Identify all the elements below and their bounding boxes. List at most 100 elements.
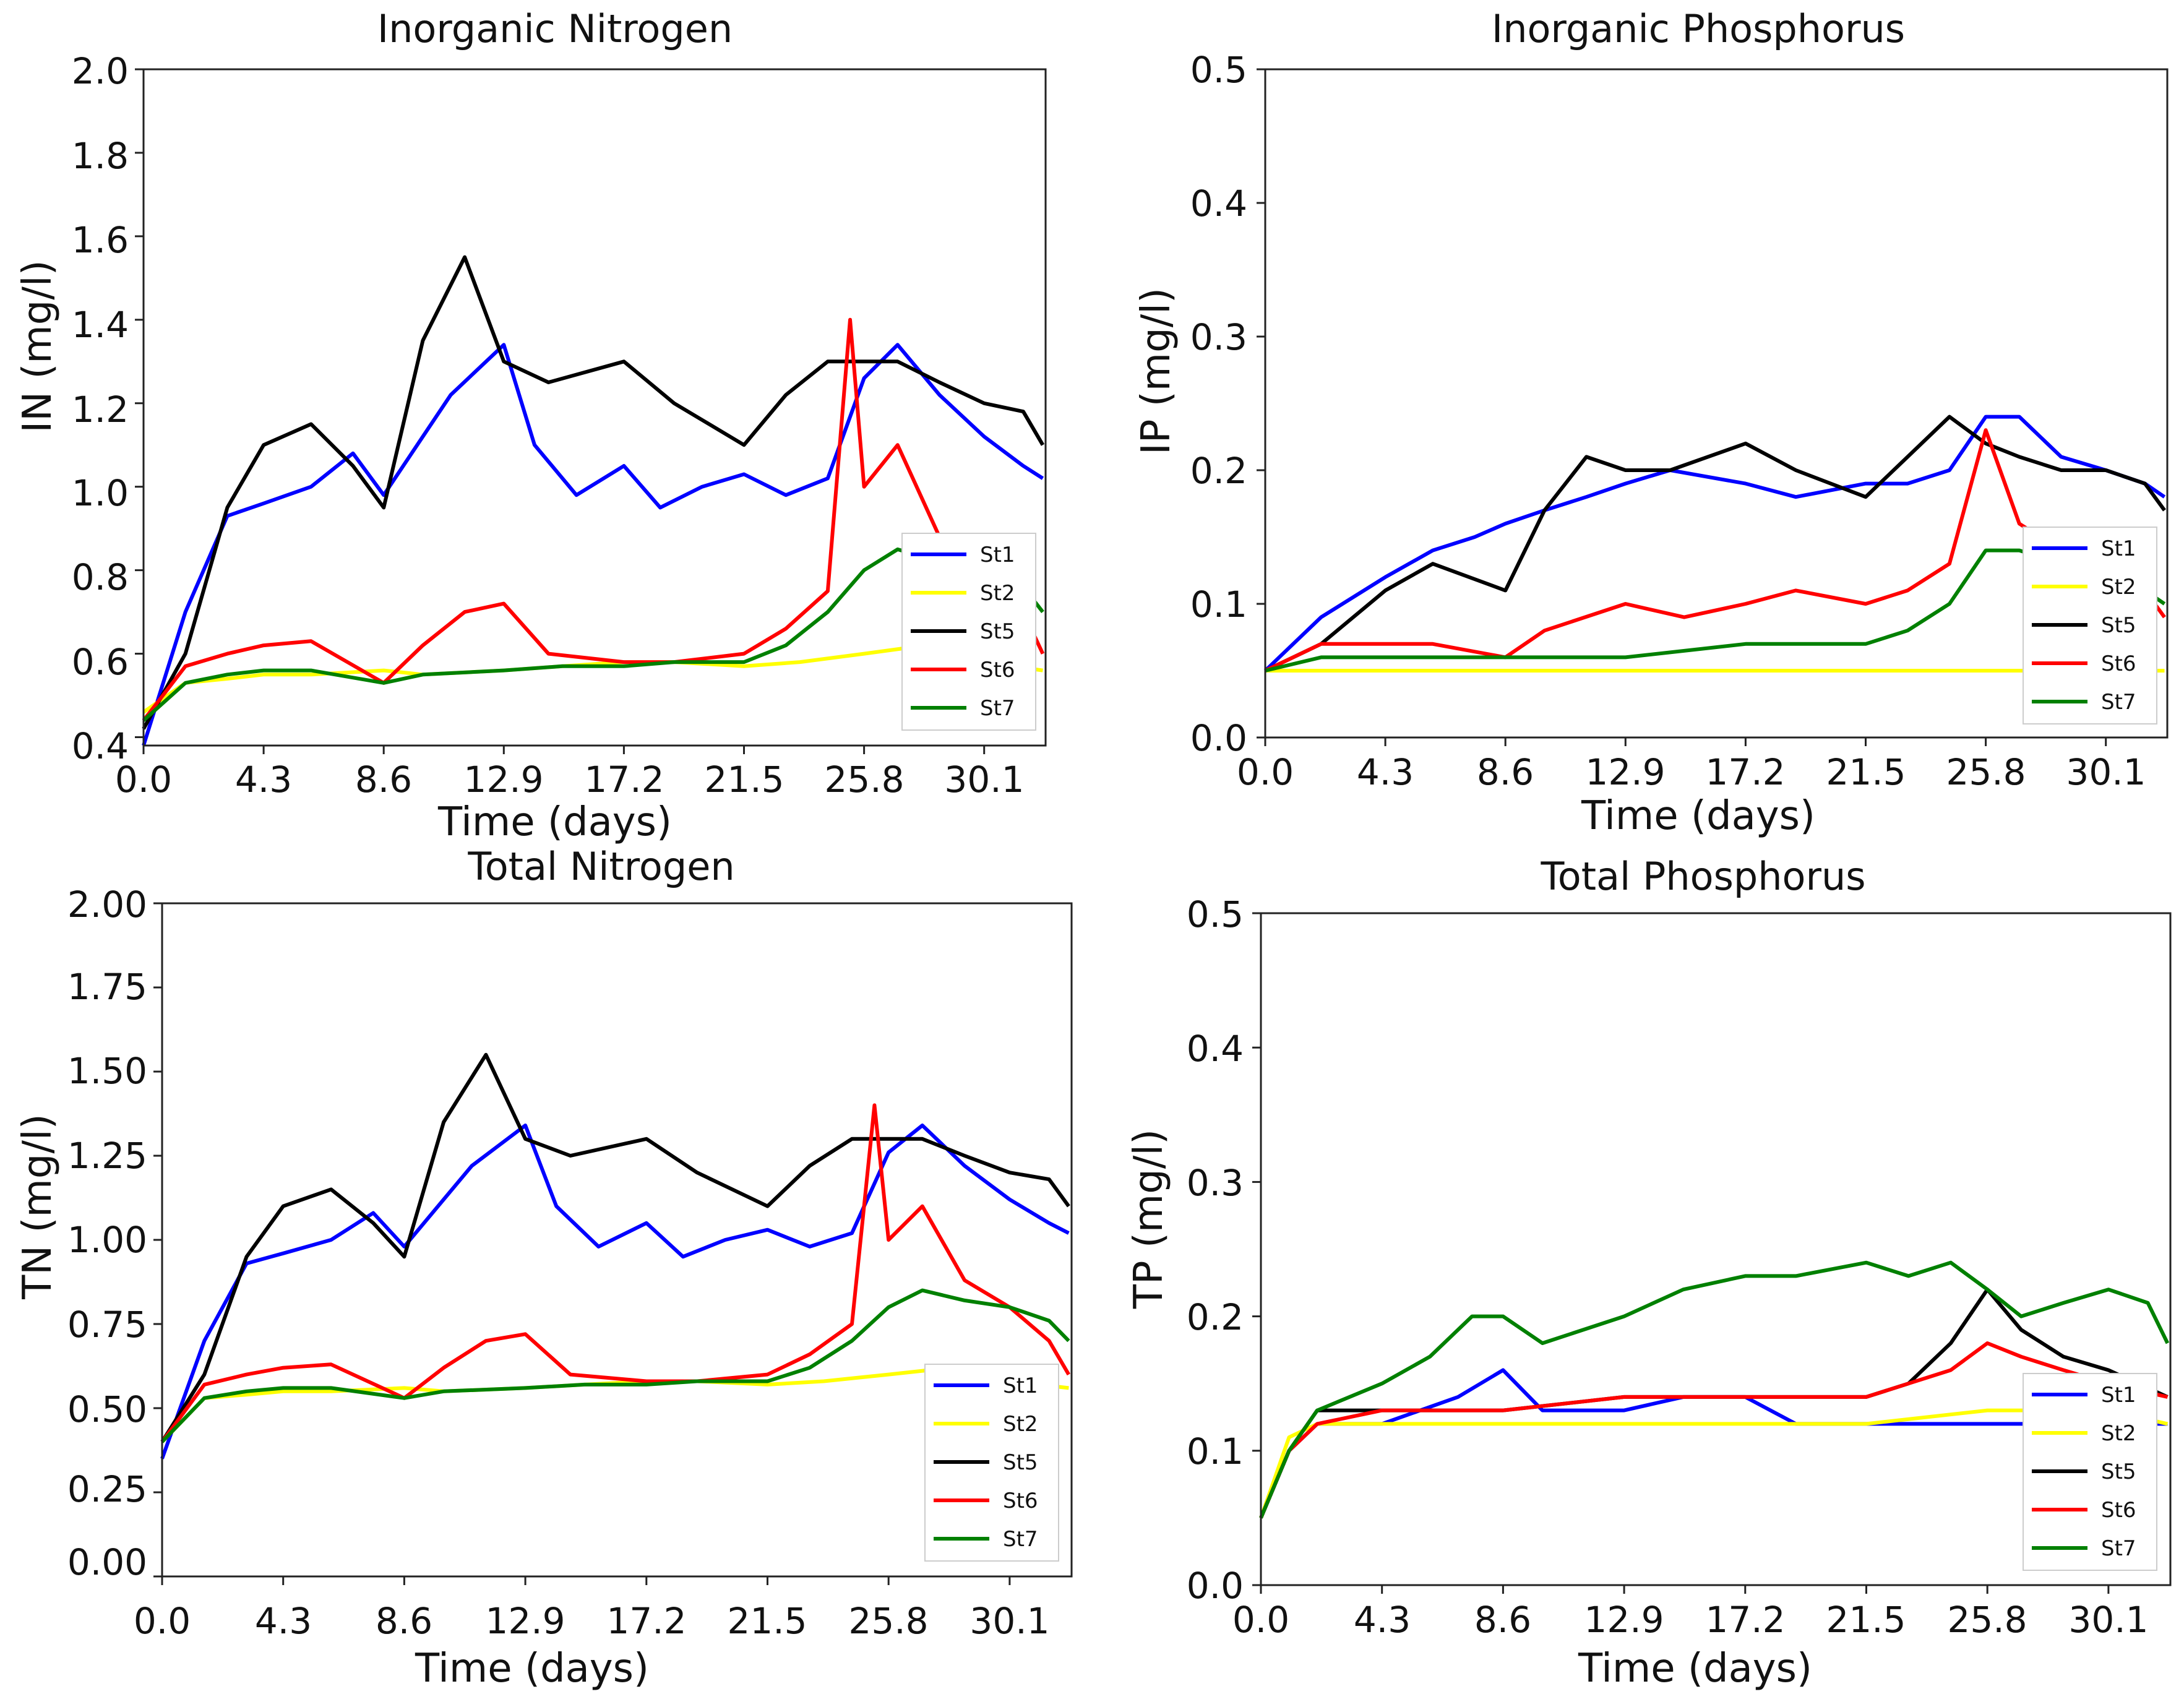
y-tick-label: 0.25 (67, 1468, 147, 1510)
y-tick-label: 0.75 (67, 1304, 147, 1346)
legend: St1 St2 St5 St6 St7 (901, 533, 1036, 731)
plot-frame (142, 68, 1047, 747)
y-axis-label: IP (mg/l) (1133, 288, 1179, 455)
y-tick-label: 0.0 (1190, 717, 1247, 759)
x-axis-label: Time (days) (415, 1646, 649, 1692)
x-tick-label: 21.5 (1826, 1599, 1906, 1641)
legend-label: St5 (2101, 613, 2136, 638)
y-tick-label: 1.6 (72, 219, 129, 261)
x-tick-label: 17.2 (606, 1600, 686, 1642)
y-tick-label: 1.75 (67, 966, 147, 1008)
legend-label: St5 (1003, 1450, 1038, 1475)
x-tick-label: 25.8 (848, 1600, 928, 1642)
legend-label: St1 (1003, 1374, 1038, 1398)
x-axis: 0.0 4.3 8.6 12.9 17.2 21.5 25.8 30.1 (1232, 1599, 2149, 1641)
y-axis: 0.00 0.25 0.50 0.75 1.00 1.25 1.50 1.75 … (67, 884, 147, 1583)
panel-total-nitrogen: Total Nitrogen 0.00 0.25 0.50 0.75 1.00 … (15, 844, 1073, 1692)
series-layer (160, 1052, 1070, 1460)
legend: St1 St2 St5 St6 St7 (2023, 527, 2157, 724)
y-tick-label: 0.00 (67, 1541, 147, 1583)
y-tick-label: 1.0 (72, 472, 129, 514)
legend-label: St5 (2101, 1460, 2136, 1484)
y-tick-label: 0.0 (1187, 1565, 1244, 1607)
x-tick-label: 8.6 (1477, 751, 1534, 793)
y-tick-label: 0.4 (1187, 1028, 1244, 1070)
y-axis-label: TP (mg/l) (1126, 1129, 1172, 1309)
panel-inorganic-nitrogen: Inorganic Nitrogen 0.4 0.6 0.8 1.0 1.2 1… (15, 6, 1047, 845)
series-line-st1 (142, 343, 1044, 746)
x-tick-label: 12.9 (1584, 1599, 1664, 1641)
y-tick-label: 0.3 (1190, 316, 1247, 358)
tick-marks (135, 68, 986, 754)
x-tick-label: 0.0 (134, 1600, 191, 1642)
y-tick-label: 2.00 (67, 884, 147, 926)
y-axis: 0.4 0.6 0.8 1.0 1.2 1.4 1.6 1.8 2.0 (72, 50, 129, 767)
series-line-st7 (160, 1288, 1070, 1443)
x-axis-label: Time (days) (437, 799, 672, 845)
legend-label: St1 (2101, 536, 2136, 561)
x-tick-label: 30.1 (2066, 751, 2146, 793)
panel-total-phosphorus: Total Phosphorus 0.0 0.1 0.2 0.3 0.4 0.5… (1126, 854, 2172, 1692)
x-tick-label: 25.8 (824, 759, 904, 801)
x-axis-label: Time (days) (1578, 1646, 1812, 1692)
series-line-st1 (1263, 415, 2166, 673)
y-tick-label: 1.50 (67, 1050, 147, 1092)
legend-label: St1 (2101, 1383, 2136, 1408)
x-tick-label: 4.3 (235, 759, 292, 801)
x-tick-label: 21.5 (727, 1600, 807, 1642)
x-tick-label: 4.3 (1357, 751, 1414, 793)
y-tick-label: 1.00 (67, 1219, 147, 1261)
legend-label: St6 (980, 658, 1015, 682)
y-tick-label: 1.4 (72, 304, 129, 346)
y-tick-label: 1.8 (72, 135, 129, 177)
y-tick-label: 1.2 (72, 389, 129, 431)
x-tick-label: 17.2 (584, 759, 664, 801)
legend-label: St7 (980, 696, 1015, 721)
y-tick-label: 0.1 (1190, 583, 1247, 626)
x-tick-label: 17.2 (1705, 751, 1785, 793)
legend: St1 St2 St5 St6 St7 (2023, 1373, 2157, 1571)
chart-title: Inorganic Nitrogen (377, 6, 733, 51)
tick-marks (1252, 912, 2110, 1594)
series-line-st6 (142, 317, 1045, 722)
legend-label: St2 (980, 581, 1015, 606)
x-axis-label: Time (days) (1581, 793, 1815, 839)
y-axis: 0.0 0.1 0.2 0.3 0.4 0.5 (1190, 49, 1247, 759)
legend-label: St7 (1003, 1527, 1038, 1552)
x-tick-label: 8.6 (1474, 1599, 1531, 1641)
legend-label: St2 (2101, 575, 2136, 600)
y-tick-label: 0.4 (72, 725, 129, 767)
y-tick-label: 2.0 (72, 50, 129, 92)
series-line-st7 (1259, 1260, 2170, 1519)
x-axis: 0.0 4.3 8.6 12.9 17.2 21.5 25.8 30.1 (115, 759, 1025, 801)
legend-label: St6 (2101, 651, 2136, 676)
chart-title: Total Nitrogen (467, 844, 734, 889)
plot-frame (1264, 68, 2169, 739)
x-tick-label: 25.8 (1946, 751, 2026, 793)
legend-label: St6 (1003, 1489, 1038, 1513)
series-line-st5 (1264, 415, 2166, 673)
y-tick-label: 0.5 (1190, 49, 1247, 91)
y-tick-label: 0.4 (1190, 183, 1247, 225)
series-line-st1 (160, 1124, 1070, 1460)
x-tick-label: 21.5 (1826, 751, 1906, 793)
y-tick-label: 0.6 (72, 641, 129, 683)
x-tick-label: 30.1 (944, 759, 1024, 801)
x-tick-label: 0.0 (115, 759, 172, 801)
x-tick-label: 8.6 (355, 759, 412, 801)
series-layer (142, 255, 1045, 746)
x-tick-label: 21.5 (704, 759, 784, 801)
x-tick-label: 4.3 (255, 1600, 312, 1642)
x-tick-label: 4.3 (1354, 1599, 1411, 1641)
x-tick-label: 30.1 (969, 1600, 1049, 1642)
x-tick-label: 12.9 (485, 1600, 565, 1642)
x-tick-label: 12.9 (1585, 751, 1665, 793)
panel-inorganic-phosphorus: Inorganic Phosphorus 0.0 0.1 0.2 0.3 0.4… (1133, 6, 2169, 839)
y-tick-label: 1.25 (67, 1135, 147, 1177)
legend-label: St7 (2101, 690, 2136, 715)
y-tick-label: 0.8 (72, 556, 129, 598)
x-tick-label: 25.8 (1947, 1599, 2027, 1641)
tick-marks (153, 902, 1011, 1585)
y-tick-label: 0.5 (1187, 893, 1244, 935)
